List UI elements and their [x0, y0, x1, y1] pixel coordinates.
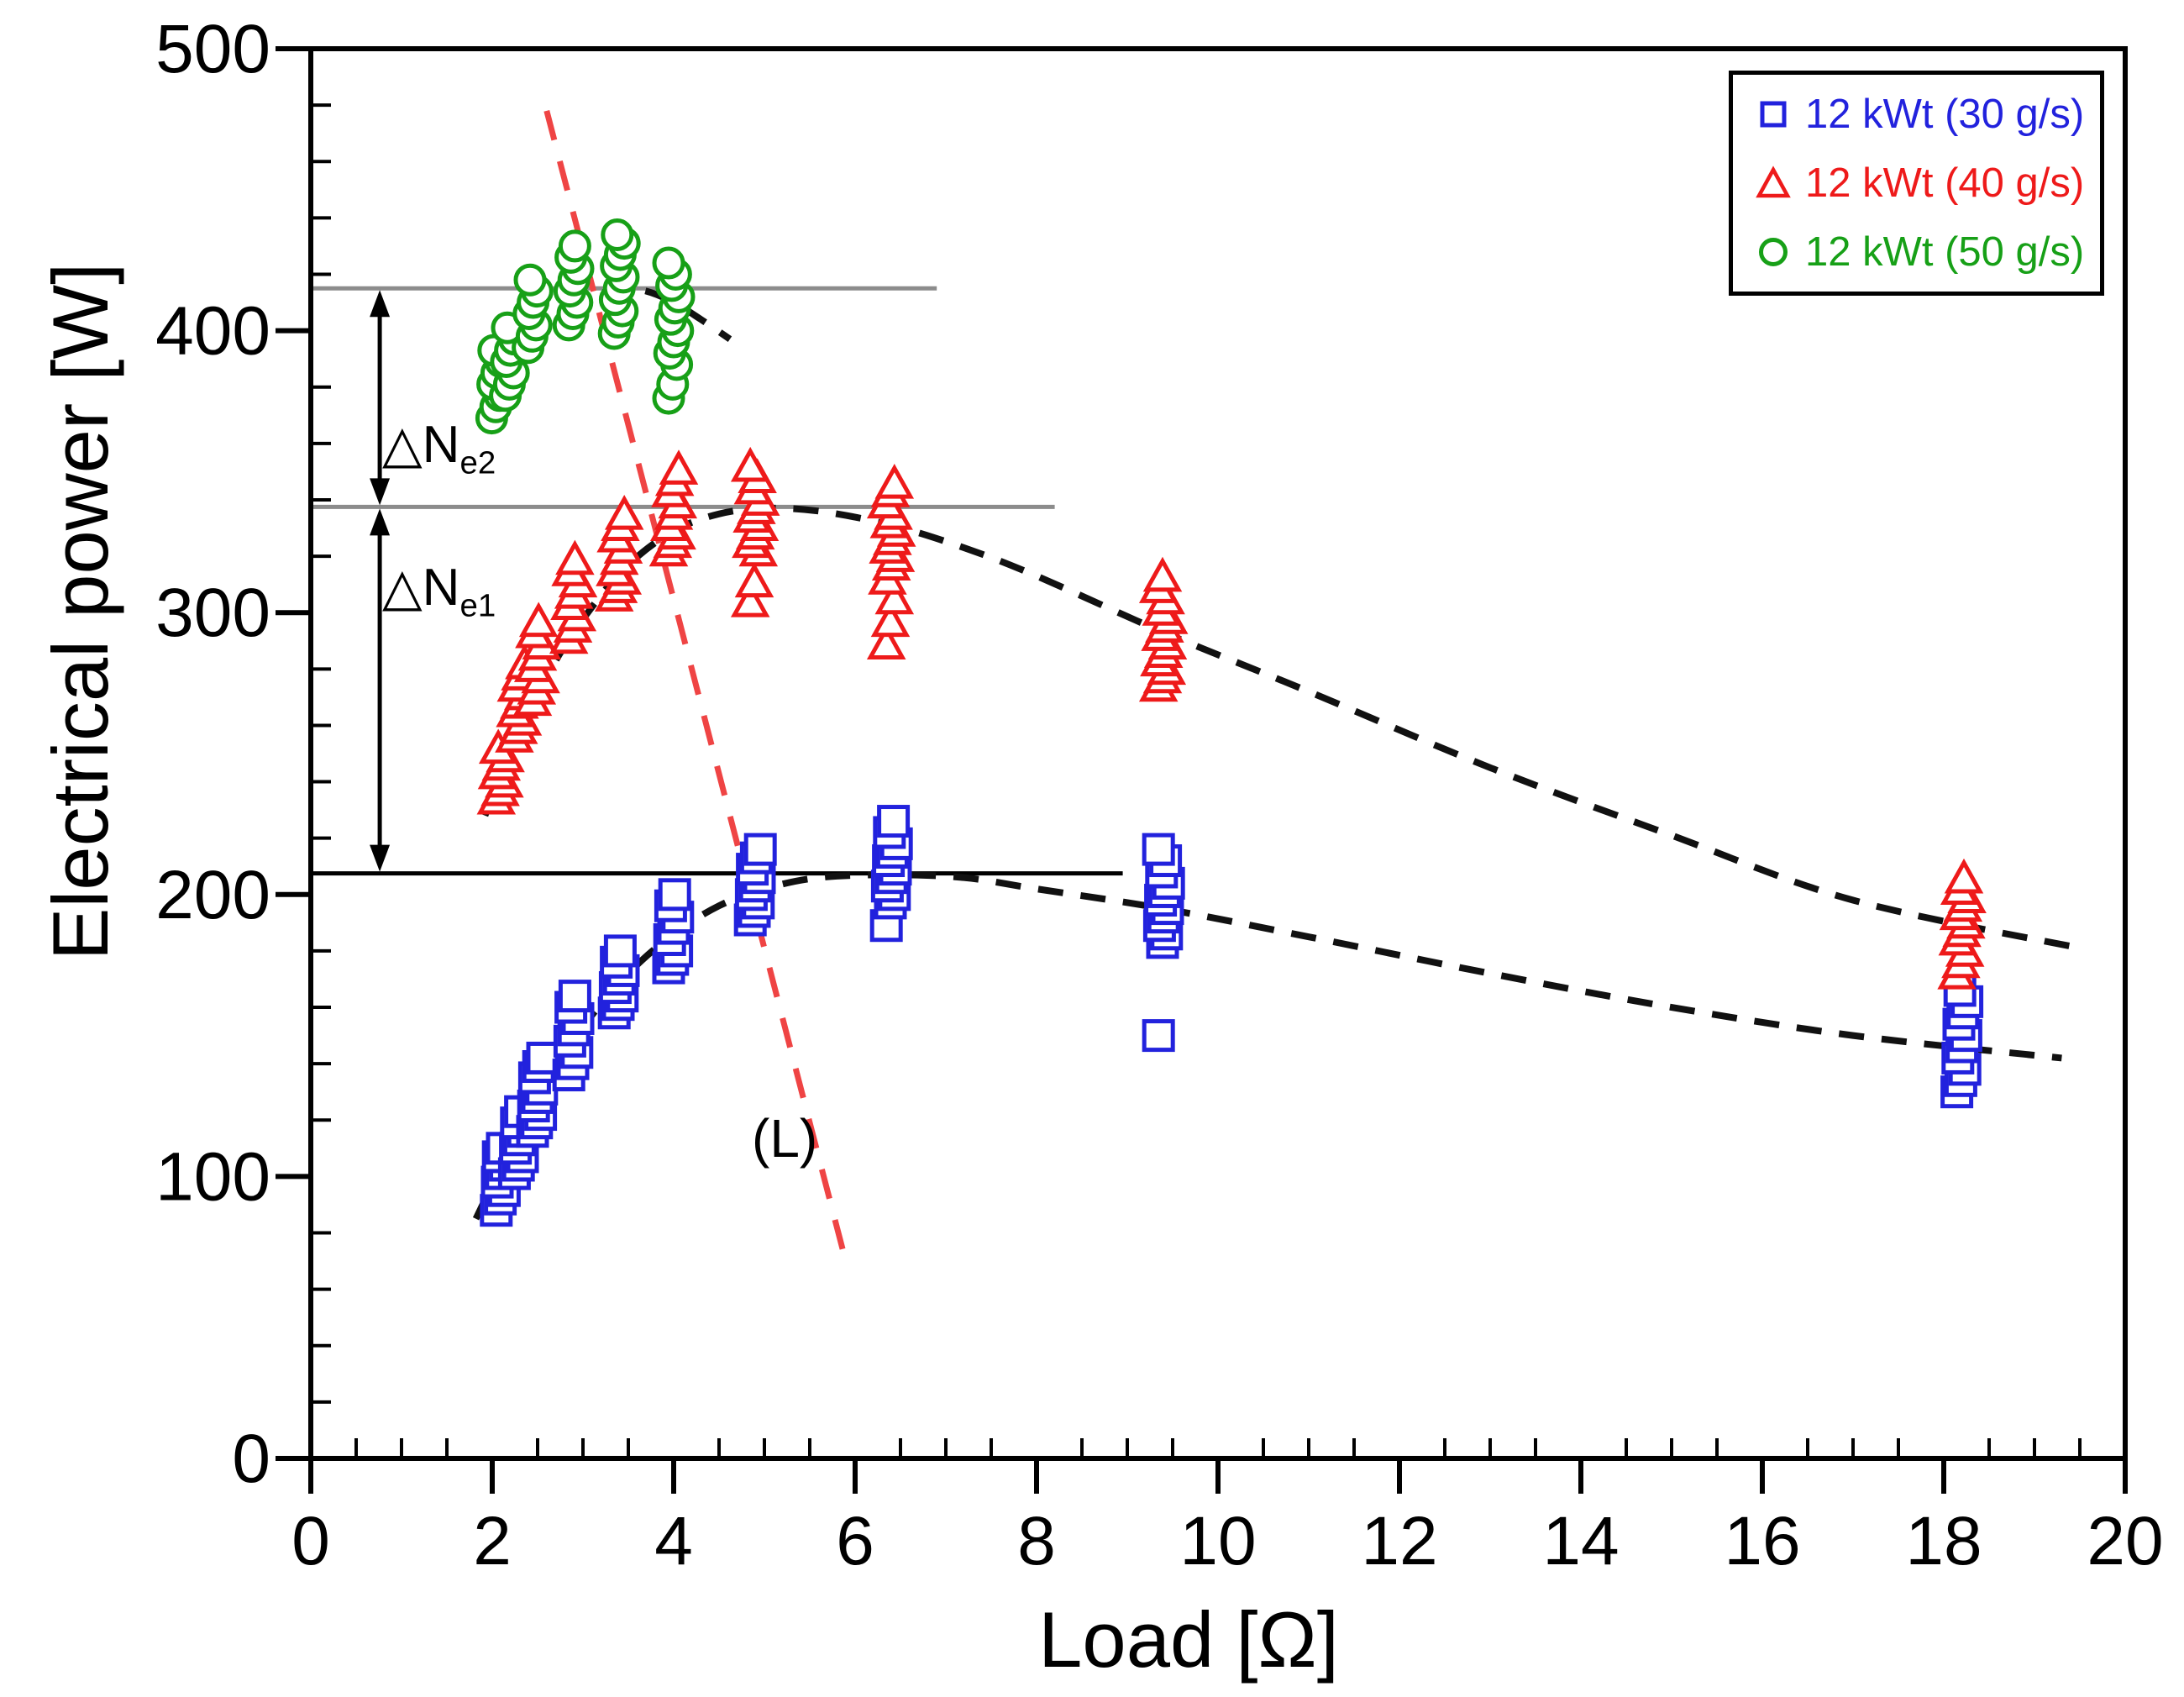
x-tick-label: 0: [291, 1503, 330, 1579]
legend-label-40gs: 12 kWt (40 g/s): [1805, 160, 2085, 206]
data-point-circle: [513, 263, 547, 297]
x-tick-label: 18: [1905, 1503, 1982, 1579]
delta-ne1-annotation: △Ne1: [382, 556, 496, 624]
y-tick-label: 200: [155, 857, 270, 933]
data-point-triangle: [730, 582, 770, 617]
x-axis-title: Load [Ω]: [1038, 1595, 1339, 1684]
load-line-label-text: (L): [752, 1108, 818, 1169]
data-point-square: [658, 878, 691, 912]
legend-label-50gs: 12 kWt (50 g/s): [1805, 229, 2085, 275]
data-point-triangle: [874, 579, 915, 615]
data-point-triangle: [874, 464, 915, 499]
arrowhead-down-icon: [370, 478, 391, 506]
square-marker-icon: [1760, 101, 1787, 128]
load-line-label: (L): [752, 1107, 817, 1169]
data-point-square: [603, 934, 637, 968]
data-point-triangle: [555, 539, 595, 575]
data-point-square: [877, 805, 911, 838]
data-point-triangle: [518, 602, 559, 638]
load-characteristic-line: [543, 109, 848, 1257]
x-tick-label: 4: [654, 1503, 693, 1579]
legend-item-50gs: 12 kWt (50 g/s): [1755, 229, 2095, 276]
data-point-circle: [652, 246, 685, 280]
data-point-square: [743, 833, 777, 866]
data-point-triangle: [1142, 556, 1183, 592]
data-point-triangle: [730, 446, 770, 482]
data-point-triangle: [734, 562, 774, 598]
legend-item-40gs: 12 kWt (40 g/s): [1755, 160, 2095, 207]
y-axis-title: Electrical power [W]: [36, 262, 124, 961]
y-tick-label: 300: [155, 575, 270, 651]
x-tick-label: 16: [1724, 1503, 1800, 1579]
data-point-square: [1142, 1019, 1175, 1053]
legend: 12 kWt (30 g/s) 12 kWt (40 g/s) 12 kWt (…: [1729, 71, 2104, 296]
y-tick-label: 0: [232, 1421, 270, 1497]
data-point-triangle: [870, 602, 911, 638]
data-point-square: [558, 980, 591, 1013]
data-point-triangle: [659, 449, 699, 485]
delta-ne2-text: △N: [382, 416, 460, 474]
y-tick-label: 400: [155, 293, 270, 370]
arrowhead-down-icon: [370, 844, 391, 872]
delta-ne2-annotation: △Ne2: [382, 413, 496, 481]
data-point-circle: [558, 229, 591, 263]
y-tick-label: 100: [155, 1138, 270, 1215]
delta-ne1-subscript: e1: [459, 587, 496, 624]
x-tick-label: 2: [473, 1503, 512, 1579]
delta-ne2-subscript: e2: [459, 444, 496, 481]
data-point-triangle: [604, 494, 644, 530]
trend-line: [472, 871, 2062, 1221]
data-point-circle: [601, 218, 634, 251]
x-tick-label: 20: [2087, 1503, 2163, 1579]
data-point-triangle: [866, 624, 906, 659]
x-tick-label: 6: [836, 1503, 874, 1579]
y-tick-label: 500: [155, 11, 270, 87]
arrowhead-up-icon: [370, 508, 391, 536]
data-point-square: [1142, 833, 1175, 866]
data-point-triangle: [1944, 858, 1984, 894]
arrowhead-up-icon: [370, 290, 391, 318]
x-tick-label: 14: [1542, 1503, 1619, 1579]
x-tick-label: 12: [1361, 1503, 1437, 1579]
legend-item-30gs: 12 kWt (30 g/s): [1755, 91, 2095, 138]
legend-label-30gs: 12 kWt (30 g/s): [1805, 92, 2085, 137]
x-tick-label: 10: [1179, 1503, 1256, 1579]
trend-line: [481, 504, 2081, 952]
circle-marker-icon: [1759, 238, 1788, 266]
x-tick-label: 8: [1017, 1503, 1056, 1579]
triangle-marker-icon: [1756, 165, 1791, 198]
delta-ne1-text: △N: [382, 559, 460, 617]
